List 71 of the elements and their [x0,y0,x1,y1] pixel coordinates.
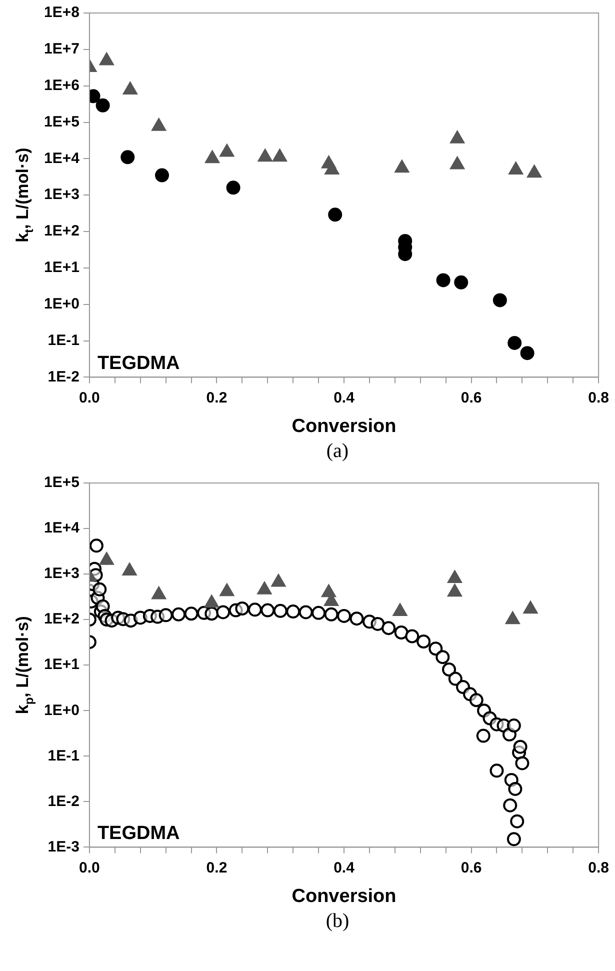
point [123,82,138,94]
point [220,144,234,157]
y-tick-label: 1E+7 [44,40,80,58]
point [155,168,169,182]
y-axis-title: kt, L/(mol·s) [13,148,36,242]
x-axis-title: Conversion [292,886,396,907]
point [100,52,114,66]
point [257,582,272,594]
y-tick-label: 1E+6 [44,76,80,94]
point [220,584,234,596]
point [100,552,114,565]
point [454,275,468,290]
x-tick-label: 0.8 [588,389,610,406]
x-tick-label: 0.4 [334,859,356,876]
y-tick-label: 1E+0 [44,702,80,719]
point [152,118,166,131]
point [436,273,450,288]
point [520,346,534,360]
point [394,160,409,173]
y-tick-label: 1E+3 [44,565,80,582]
y-tick-label: 1E+1 [44,259,80,276]
y-tick-label: 1E+0 [44,296,80,312]
point [152,586,166,600]
point [450,130,464,144]
point [258,149,272,162]
x-tick-label: 0.0 [79,389,100,406]
x-tick-label: 0.8 [588,859,610,876]
y-tick-label: 1E+2 [44,222,80,240]
annotation: TEGDMA [97,353,180,374]
y-tick-label: 1E+1 [44,656,80,674]
y-tick-label: 1E-2 [48,368,80,386]
y-tick-label: 1E-2 [48,792,80,810]
point [506,612,520,624]
y-tick-label: 1E+4 [44,150,80,167]
point [205,150,220,164]
point [450,156,464,170]
point [122,562,137,576]
y-tick-label: 1E-1 [48,747,80,764]
x-tick-label: 0.4 [334,389,356,406]
y-tick-label: 1E+2 [44,610,80,628]
x-tick-label: 0.2 [206,859,228,876]
y-tick-label: 1E+4 [44,520,80,537]
x-tick-label: 0.6 [460,389,482,406]
y-tick-label: 1E+5 [44,113,80,130]
point [527,165,542,178]
y-tick-label: 1E+3 [44,186,80,204]
point [328,208,342,222]
point [271,574,286,587]
point [492,293,507,308]
x-tick-label: 0.6 [460,859,482,876]
point [523,601,538,614]
point [448,570,462,583]
y-tick-label: 1E-1 [48,332,80,349]
text: (b) [324,910,350,934]
point [508,162,523,174]
x-tick-label: 0.2 [206,389,228,406]
point [204,595,219,608]
x-axis-title: Conversion [292,416,396,437]
point [448,584,462,597]
text: (a) [325,440,350,464]
y-tick-label: 1E-3 [48,838,80,856]
point [392,604,408,616]
point [272,149,287,162]
y-axis-title: kp, L/(mol·s) [13,616,36,714]
annotation: TEGDMA [97,823,180,844]
point [508,336,522,350]
y-tick-label: 1E+5 [44,474,80,492]
x-tick-label: 0.0 [79,859,100,876]
point [120,150,135,164]
y-tick-label: 1E+8 [44,4,80,22]
point [226,180,240,195]
